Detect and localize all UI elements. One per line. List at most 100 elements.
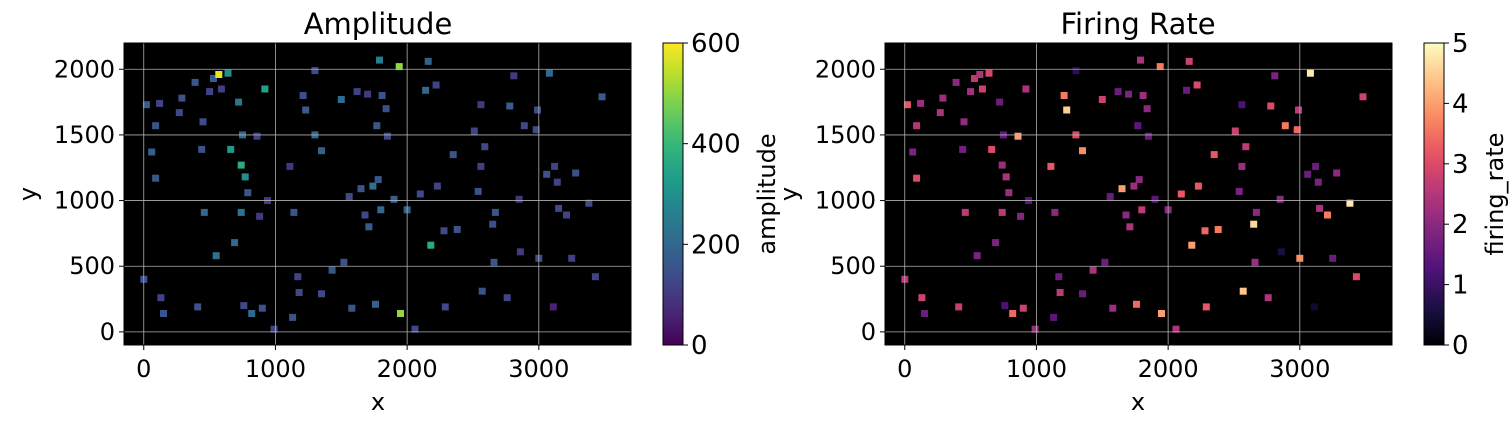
amplitude-unit-20 [224, 69, 232, 77]
amplitude-unit-49 [337, 96, 345, 103]
firing-rate-unit-62 [1137, 56, 1144, 64]
firing-rate-unit-90 [1252, 208, 1260, 216]
firing-rate-unit-1 [903, 101, 911, 109]
firing-rate-unit-67 [1151, 195, 1159, 203]
amplitude-axes-frame [123, 42, 632, 346]
amplitude-unit-75 [427, 241, 435, 249]
firing-rate-unit-93 [1271, 72, 1279, 80]
firing-rate-unit-2 [909, 148, 917, 156]
amplitude-ytick-label-1000: 1000 [54, 187, 115, 215]
amplitude-unit-42 [299, 92, 307, 99]
firing-rate-ytick-label-1500: 1500 [815, 121, 876, 149]
amplitude-unit-81 [453, 226, 461, 233]
amplitude-unit-94 [515, 195, 523, 203]
amplitude-ytick-label-2000: 2000 [54, 55, 115, 83]
amplitude-unit-33 [258, 304, 266, 312]
firing-rate-xtick-label-2000: 2000 [1138, 355, 1199, 383]
amplitude-unit-108 [572, 169, 580, 177]
firing-rate-unit-83 [1235, 187, 1243, 195]
amplitude-unit-85 [477, 101, 485, 109]
amplitude-unit-61 [374, 176, 382, 184]
amplitude-unit-2 [148, 148, 156, 156]
amplitude-ytick-label-0: 0 [100, 318, 115, 346]
amplitude-unit-60 [373, 122, 381, 130]
amplitude-unit-38 [289, 313, 297, 321]
firing-rate-axes-frame [884, 42, 1393, 346]
firing-rate-unit-44 [1072, 67, 1080, 75]
firing-rate-colorbar-tick-label-1: 1 [1452, 271, 1469, 301]
firing-rate-unit-71 [1172, 325, 1180, 333]
amplitude-unit-41 [295, 289, 303, 296]
firing-rate-unit-65 [1143, 105, 1151, 113]
amplitude-unit-11 [194, 303, 202, 311]
firing-rate-unit-111 [1359, 93, 1367, 101]
firing-rate-unit-22 [992, 239, 1000, 247]
amplitude-unit-103 [551, 162, 559, 170]
amplitude-unit-65 [382, 105, 390, 113]
amplitude-unit-37 [286, 162, 294, 170]
firing-rate-unit-40 [1055, 273, 1063, 281]
amplitude-unit-110 [591, 273, 599, 281]
amplitude-unit-34 [261, 85, 269, 93]
amplitude-unit-16 [210, 75, 217, 82]
amplitude-unit-30 [248, 310, 256, 317]
amplitude-colorbar-tick-label-0: 0 [691, 331, 708, 361]
firing-rate-colorbar-tick-label-4: 4 [1452, 89, 1469, 119]
firing-rate-ytick-label-500: 500 [830, 252, 876, 280]
amplitude-unit-66 [383, 132, 391, 140]
amplitude-unit-107 [568, 254, 576, 262]
firing-rate-unit-104 [1314, 178, 1322, 186]
amplitude-unit-13 [199, 118, 207, 126]
amplitude-unit-28 [241, 173, 249, 181]
amplitude-unit-55 [361, 211, 369, 219]
firing-rate-unit-95 [1277, 248, 1285, 256]
firing-rate-unit-101 [1306, 69, 1314, 77]
firing-rate-unit-89 [1251, 258, 1259, 266]
firing-rate-unit-49 [1098, 96, 1106, 103]
firing-rate-unit-7 [921, 310, 928, 317]
firing-rate-unit-28 [1002, 173, 1010, 181]
amplitude-unit-46 [318, 147, 325, 155]
amplitude-unit-14 [200, 208, 208, 216]
firing-rate-unit-73 [1183, 86, 1191, 94]
amplitude-unit-58 [369, 182, 377, 190]
firing-rate-unit-12 [959, 145, 967, 153]
amplitude-unit-25 [237, 208, 245, 216]
amplitude-unit-80 [449, 151, 457, 159]
firing-rate-colorbar-tick-label-3: 3 [1452, 150, 1469, 180]
amplitude-unit-51 [345, 193, 353, 201]
firing-rate-unit-15 [967, 88, 975, 96]
firing-rate-unit-79 [1202, 303, 1210, 311]
amplitude-unit-76 [432, 81, 440, 89]
amplitude-unit-92 [506, 102, 514, 110]
firing-rate-unit-81 [1214, 226, 1222, 233]
firing-rate-unit-57 [1126, 223, 1134, 231]
firing-rate-unit-5 [917, 99, 925, 107]
firing-rate-unit-56 [1125, 90, 1133, 98]
firing-rate-unit-14 [961, 208, 969, 216]
firing-rate-unit-100 [1304, 170, 1312, 178]
amplitude-unit-67 [390, 195, 398, 203]
firing-rate-unit-33 [1019, 304, 1027, 312]
amplitude-xlabel: x [371, 388, 385, 416]
amplitude-unit-54 [357, 185, 365, 193]
firing-rate-xtick-label-0: 0 [897, 355, 912, 383]
firing-rate-unit-98 [1295, 106, 1302, 114]
amplitude-unit-6 [157, 294, 165, 302]
firing-rate-unit-39 [1051, 208, 1059, 216]
firing-rate-unit-86 [1239, 287, 1247, 295]
amplitude-unit-72 [416, 190, 424, 198]
firing-rate-unit-41 [1056, 289, 1064, 296]
amplitude-unit-19 [217, 85, 225, 93]
amplitude-unit-10 [191, 78, 199, 86]
firing-rate-unit-51 [1106, 193, 1114, 201]
amplitude-unit-24 [237, 161, 245, 169]
amplitude-unit-8 [175, 109, 183, 117]
amplitude-unit-95 [516, 248, 524, 256]
firing-rate-unit-59 [1133, 300, 1140, 308]
amplitude-xtick-label-0: 0 [136, 355, 151, 383]
firing-rate-unit-50 [1101, 258, 1109, 266]
firing-rate-unit-32 [1017, 212, 1025, 220]
firing-rate-unit-6 [918, 294, 926, 302]
amplitude-unit-88 [489, 220, 497, 228]
